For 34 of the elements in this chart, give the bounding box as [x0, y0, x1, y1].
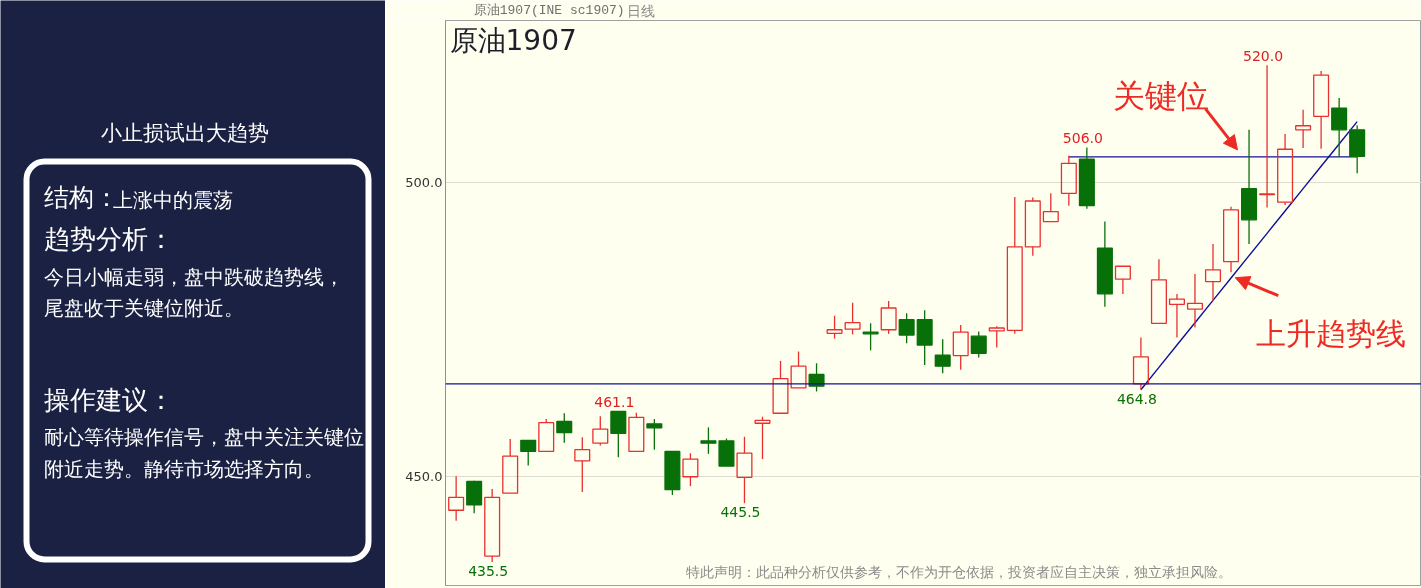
candlestick [448, 475, 465, 522]
text: 小止损试出大趋势 [100, 120, 269, 145]
text: 趋势分析： [43, 223, 174, 254]
candlestick [1222, 206, 1240, 273]
series-label: 关键位 [1112, 76, 1209, 115]
text: 操作建议： [43, 384, 174, 415]
candlestick [1186, 273, 1204, 329]
text: 上涨中的震荡 [112, 187, 233, 212]
annotation: 特此声明：此品种分析仅供参考，不作为开仓依据，投资者应自主决策，独立承担风险。 [685, 563, 1232, 580]
y-tick-label: 450.0 [405, 469, 443, 485]
candlestick [1277, 133, 1294, 206]
candlestick [1259, 64, 1276, 209]
y-tick-label: 500.0 [405, 175, 443, 191]
annotation: 445.5 [720, 504, 761, 521]
candlestick [1132, 336, 1149, 391]
annotation: 506.0 [1062, 130, 1103, 147]
chart-title: 原油1907 [449, 23, 577, 57]
candlestick [1204, 243, 1222, 302]
candlestick [1168, 293, 1185, 339]
candlestick [1241, 129, 1258, 245]
annotation: 520.0 [1243, 48, 1284, 65]
text: 今日小幅走弱，盘中跌破趋势线，尾盘收于关键位附近。 [43, 266, 344, 320]
chart-subtitle: 原油1907(INE sc1907) [473, 3, 625, 18]
candlestick [1096, 220, 1113, 308]
annotation: 435.5 [468, 562, 509, 579]
candlestick [1313, 70, 1330, 150]
series-label: 上升趋势线 [1256, 316, 1407, 352]
annotation: 464.8 [1116, 390, 1157, 407]
text: 耐心等待操作信号，盘中关注关键位附近走势。静待市场选择方向。 [43, 426, 364, 481]
annotation: 461.1 [594, 394, 635, 411]
candlestick [1295, 109, 1312, 149]
text: 日线 [627, 2, 656, 19]
candlestick [1078, 146, 1095, 210]
candlestick [1331, 97, 1348, 158]
